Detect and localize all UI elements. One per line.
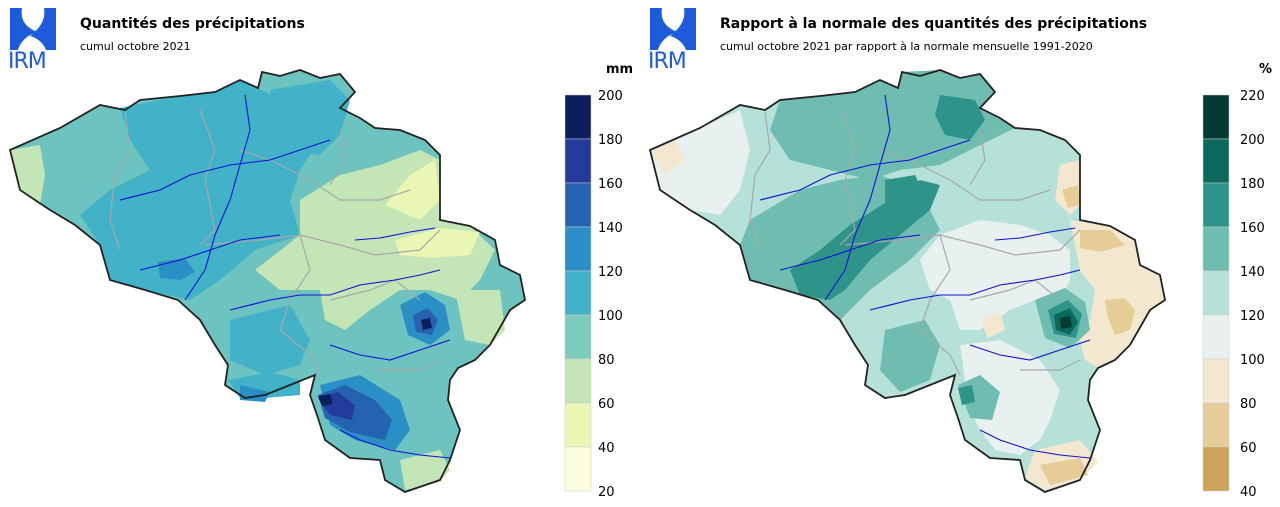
belgium-precipitation-map: [8, 69, 527, 493]
legend-tick-label: 220: [1240, 89, 1265, 104]
ratio-panel: IRM Rapport à la normale des quantités d…: [640, 0, 1280, 507]
legend-swatch: [1202, 138, 1230, 184]
legend-swatch: [564, 270, 592, 316]
legend-swatch: [1202, 314, 1230, 360]
legend-tick-label: 60: [1240, 441, 1257, 456]
irm-logo-text: IRM: [648, 49, 687, 74]
legend-swatch: [1202, 358, 1230, 404]
map-title: Rapport à la normale des quantités des p…: [720, 16, 1148, 32]
legend-tick-label: 20: [598, 485, 615, 500]
legend-tick-label: 40: [1240, 485, 1257, 500]
legend-tick-label: 100: [598, 309, 623, 324]
legend-swatch: [564, 446, 592, 492]
legend-unit: mm: [606, 62, 634, 77]
legend-tick-label: 80: [598, 353, 615, 368]
belgium-ratio-map: [648, 69, 1167, 493]
legend-tick-label: 120: [1240, 309, 1265, 324]
irm-logo-text: IRM: [8, 49, 47, 74]
legend-swatch: [564, 138, 592, 184]
legend-swatch: [564, 314, 592, 360]
legend-tick-label: 160: [1240, 221, 1265, 236]
legend-swatch: [1202, 94, 1230, 140]
legend-tick-label: 60: [598, 397, 615, 412]
precipitation-legend: 200 180 160 140 120 100 80 60 40 20: [564, 89, 623, 500]
legend-tick-label: 180: [1240, 177, 1265, 192]
ratio-legend: 220 200 180 160 140 120 100 80 60 40: [1202, 89, 1265, 500]
map-subtitle: cumul octobre 2021: [80, 40, 191, 53]
legend-tick-label: 100: [1240, 353, 1265, 368]
legend-tick-label: 180: [598, 133, 623, 148]
irm-logo: IRM: [8, 6, 58, 74]
legend-swatch: [564, 402, 592, 448]
legend-tick-label: 80: [1240, 397, 1257, 412]
map-subtitle: cumul octobre 2021 par rapport à la norm…: [720, 40, 1093, 53]
legend-swatch: [1202, 446, 1230, 492]
legend-swatch: [564, 94, 592, 140]
legend-swatch: [1202, 182, 1230, 228]
legend-swatch: [1202, 270, 1230, 316]
legend-swatch: [1202, 402, 1230, 448]
legend-tick-label: 120: [598, 265, 623, 280]
legend-tick-label: 200: [598, 89, 623, 104]
legend-tick-label: 160: [598, 177, 623, 192]
legend-swatch: [564, 226, 592, 272]
legend-tick-label: 40: [598, 441, 615, 456]
legend-tick-label: 200: [1240, 133, 1265, 148]
legend-swatch: [564, 182, 592, 228]
precipitation-panel: IRM Quantités des précipitations cumul o…: [8, 6, 634, 500]
legend-tick-label: 140: [1240, 265, 1265, 280]
legend-swatch: [564, 358, 592, 404]
map-title: Quantités des précipitations: [80, 16, 305, 32]
legend-tick-label: 140: [598, 221, 623, 236]
irm-logo: IRM: [648, 6, 698, 74]
legend-unit: %: [1259, 62, 1273, 77]
legend-swatch: [1202, 226, 1230, 272]
